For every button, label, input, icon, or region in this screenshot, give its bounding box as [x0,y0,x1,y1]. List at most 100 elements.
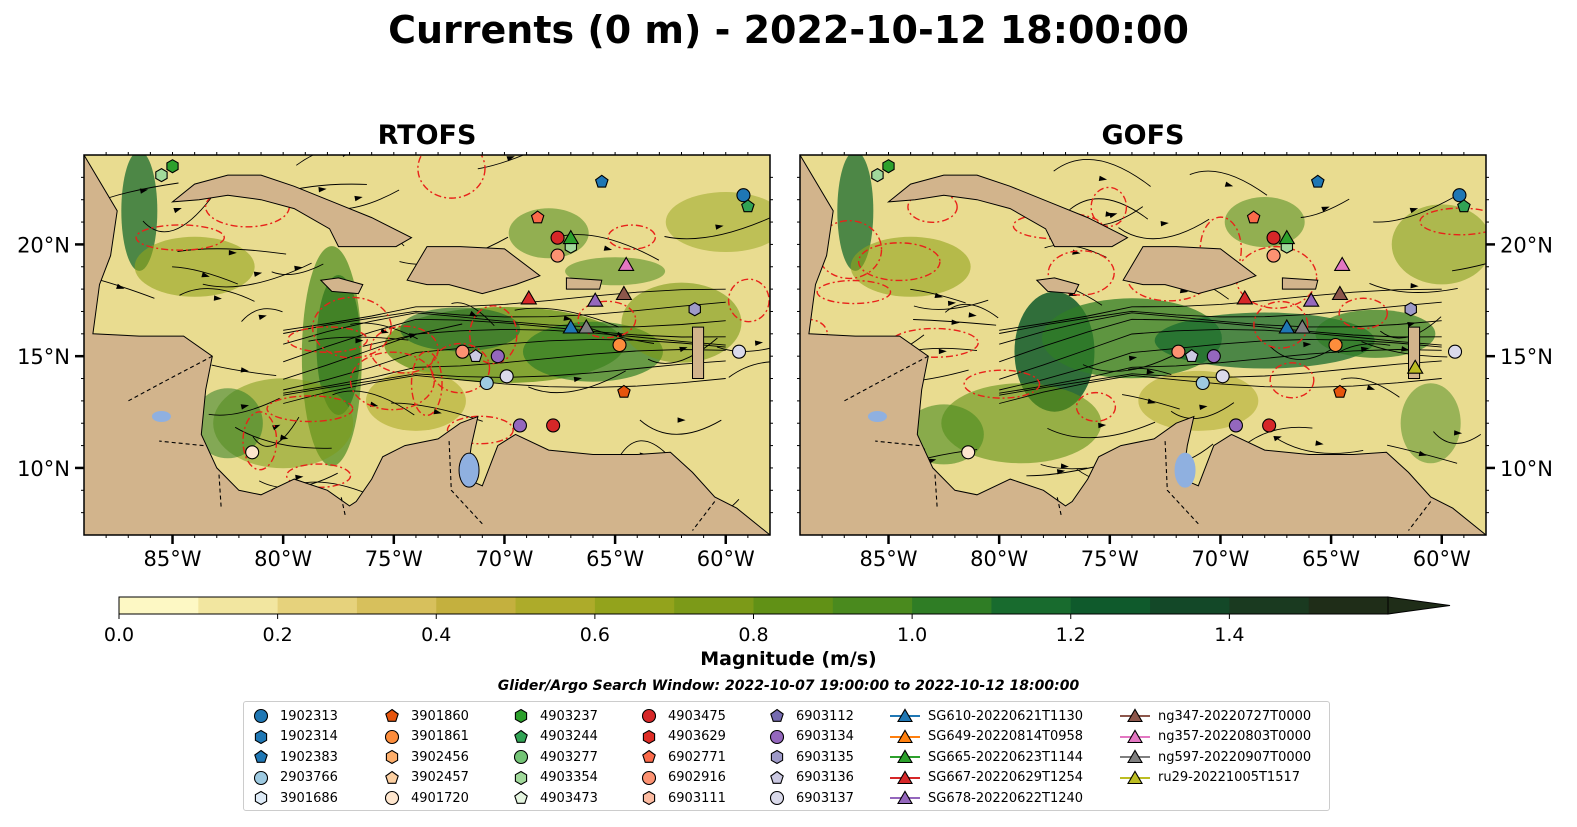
x-tick-label: 85°W [860,547,918,571]
streamline-arrow [433,409,442,415]
figure-title: Currents (0 m) - 2022-10-12 18:00:00 [388,8,1189,52]
land-central [800,155,1486,535]
legend-label: SG610-20220621T1130 [928,708,1084,724]
observation-marker [1457,199,1471,213]
current-speed-region [121,155,158,271]
streamline-arrow [295,474,304,480]
streamline-arrow [240,404,249,410]
country-border [159,440,204,447]
legend-label: 6903112 [796,708,854,724]
legend-label: 3901860 [411,708,469,724]
eddy-contour [1338,297,1388,330]
streamline-arrow [603,245,613,251]
legend-marker [254,729,268,744]
streamline [999,301,1442,334]
streamline-arrow [1401,346,1410,352]
streamline [999,349,1442,394]
streamline [913,319,997,326]
country-border [1056,494,1062,516]
legend-marker [254,750,268,764]
observation-marker [1406,359,1424,374]
current-speed-region [400,307,521,352]
observation-marker [1184,349,1199,362]
x-tick-label: 75°W [365,547,423,571]
eddy-contour [410,350,443,417]
legend-marker [514,770,528,785]
streamline [391,402,483,422]
legend-entry: 3902457 [381,768,469,789]
colorbar-segment [1229,597,1310,614]
legend-marker [770,709,784,723]
legend-marker [641,770,657,785]
streamline-arrow [1273,436,1282,442]
streamline [664,217,770,240]
observation-marker [550,248,565,263]
eddy-contour [727,278,770,323]
observation-marker [1278,318,1296,334]
streamline-arrow [1410,283,1419,289]
legend-entry: 3901860 [381,706,469,727]
streamline-arrow [677,417,686,423]
observation-marker [586,292,604,307]
legend-marker [641,709,657,724]
streamline [172,266,238,285]
land-lesser [692,326,705,379]
legend-label: ru29-20221005T1517 [1158,770,1301,786]
colorbar-segment [991,597,1072,614]
legend-marker [897,790,913,805]
x-tick-label: 60°W [1413,547,1471,571]
land-puertorico [1281,277,1319,290]
search-window-text: Glider/Argo Search Window: 2022-10-07 19… [497,678,1080,694]
streamline [1069,198,1149,220]
streamline [1361,341,1448,358]
observation-marker [479,375,494,391]
current-speed-region [837,155,874,271]
land-jamaica [1035,277,1080,295]
observation-marker [594,174,609,188]
streamline [528,370,626,394]
eddy-contour [266,395,354,423]
current-speed-region [1315,309,1436,358]
legend-entry: 4901720 [381,788,469,809]
streamline-arrow [1060,463,1069,469]
current-speed-region [134,236,255,297]
streamline [1122,394,1180,410]
legend-label: 6902771 [668,749,726,765]
legend-entry: 4903473 [510,788,598,809]
legend-label: 6902916 [668,770,726,786]
legend-marker [384,729,400,744]
observation-marker [1236,289,1254,305]
gofs-map: 85°W 80°W 75°W 70°W 65°W 60°W 20°N 15°N 10°N [797,152,1553,571]
legend-marker [1127,749,1143,764]
eddy-contour [242,411,278,471]
legend-entry: SG678-20220622T1240 [890,788,1083,809]
land-hispaniola [1122,246,1257,295]
streamline-arrow [1418,450,1427,457]
x-tick-label: 70°W [475,547,533,571]
streamline [1387,444,1458,464]
legend-entry: 6903137 [766,788,854,809]
streamline [252,416,300,447]
streamline [1340,377,1400,398]
streamline [1337,343,1391,354]
legend-label: 4903475 [668,708,726,724]
country-border [128,355,213,402]
map-frame [799,154,1487,536]
observation-marker [245,445,260,460]
eddy-contour [446,415,514,445]
streamline-arrow [1147,398,1156,404]
streamline [283,349,726,394]
legend-label: ng347-20220727T0000 [1158,708,1312,724]
colorbar-tick-label: 0.6 [580,624,610,646]
legend-marker [254,791,268,806]
observation-marker [1293,318,1311,334]
eddy-contour [857,242,941,282]
legend-marker [513,750,529,765]
colorbar-segment [436,597,517,614]
observation-marker [562,318,580,334]
streamline [211,364,277,377]
country-border [844,355,929,402]
colorbar-segment [594,597,675,614]
eddy-contour [607,224,657,250]
streamline [142,197,212,233]
